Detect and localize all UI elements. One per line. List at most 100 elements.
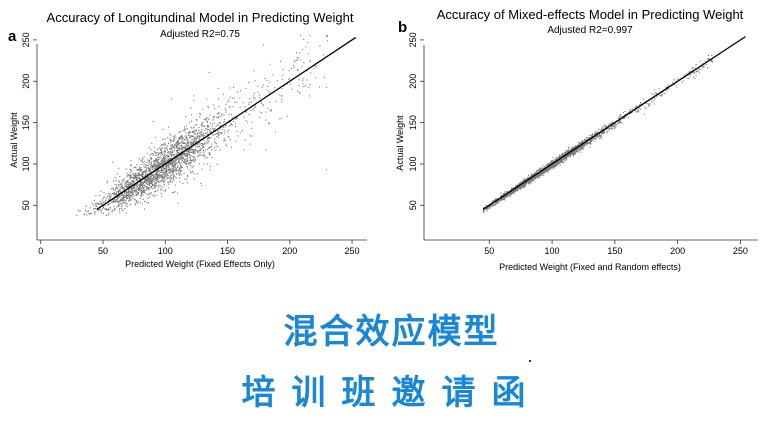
scatter-point [532, 179, 534, 181]
scatter-point [536, 176, 538, 178]
scatter-point [621, 122, 623, 124]
scatter-point [170, 162, 172, 164]
scatter-point [159, 165, 161, 167]
scatter-point [503, 193, 505, 195]
scatter-point [94, 208, 96, 210]
y-tick-label: 200 [21, 74, 31, 89]
scatter-point [116, 200, 118, 202]
scatter-point [566, 150, 568, 152]
scatter-point [188, 148, 190, 150]
scatter-point [265, 149, 267, 151]
scatter-point [138, 189, 140, 191]
scatter-point [606, 125, 608, 127]
scatter-point [172, 161, 174, 163]
scatter-point [141, 168, 143, 170]
scatter-point [110, 210, 112, 212]
scatter-point [161, 163, 163, 165]
scatter-point [130, 187, 132, 189]
scatter-point [181, 161, 183, 163]
scatter-point [204, 155, 206, 157]
scatter-point [567, 150, 569, 152]
scatter-point [233, 86, 235, 88]
scatter-point [108, 212, 110, 214]
scatter-point [560, 160, 562, 162]
scatter-point [216, 116, 218, 118]
scatter-point [135, 201, 137, 203]
scatter-point [171, 162, 173, 164]
scatter-point [113, 191, 115, 193]
scatter-point [161, 153, 163, 155]
scatter-point [184, 148, 186, 150]
scatter-point [177, 202, 179, 204]
scatter-point [174, 160, 176, 162]
scatter-point [538, 175, 540, 177]
scatter-point [581, 142, 583, 144]
scatter-point [571, 146, 573, 148]
scatter-point [155, 174, 157, 176]
scatter-point [180, 145, 182, 147]
scatter-point [577, 151, 579, 153]
scatter-point [98, 202, 100, 204]
scatter-point [693, 67, 695, 69]
scatter-point [128, 200, 130, 202]
scatter-point [558, 160, 560, 162]
scatter-point [112, 211, 114, 213]
scatter-point [105, 199, 107, 201]
scatter-point [225, 124, 227, 126]
scatter-point [114, 209, 116, 211]
scatter-point [130, 203, 132, 205]
scatter-point [186, 150, 188, 152]
scatter-point [662, 94, 664, 96]
scatter-point [173, 156, 175, 158]
scatter-point [202, 136, 204, 138]
scatter-point [491, 205, 493, 207]
scatter-point [254, 80, 256, 82]
scatter-point [203, 163, 205, 165]
scatter-point [187, 176, 189, 178]
scatter-point [175, 154, 177, 156]
scatter-point [168, 159, 170, 161]
scatter-point [622, 111, 624, 113]
scatter-point [146, 181, 148, 183]
scatter-point [181, 140, 183, 142]
scatter-point [223, 119, 225, 121]
scatter-point [199, 143, 201, 145]
scatter-point [635, 106, 637, 108]
scatter-point [230, 123, 232, 125]
scatter-point [176, 150, 178, 152]
scatter-point [559, 159, 561, 161]
scatter-point [534, 171, 536, 173]
scatter-point [213, 117, 215, 119]
scatter-point [150, 186, 152, 188]
scatter-point [483, 207, 485, 209]
scatter-point [156, 174, 158, 176]
scatter-point [619, 121, 621, 123]
scatter-point [549, 162, 551, 164]
scatter-point [612, 122, 614, 124]
scatter-point [155, 182, 157, 184]
scatter-point [150, 157, 152, 159]
scatter-point [536, 176, 538, 178]
scatter-point [170, 176, 172, 178]
scatter-point [162, 160, 164, 162]
scatter-point [144, 180, 146, 182]
scatter-point [159, 174, 161, 176]
scatter-point [171, 160, 173, 162]
scatter-point [500, 196, 502, 198]
scatter-point [584, 145, 586, 147]
scatter-point [253, 97, 255, 99]
scatter-point [574, 149, 576, 151]
scatter-point [153, 177, 155, 179]
scatter-point [158, 181, 160, 183]
scatter-point [159, 170, 161, 172]
scatter-point [165, 170, 167, 172]
scatter-point [213, 129, 215, 131]
scatter-point [145, 173, 147, 175]
scatter-point [649, 104, 651, 106]
scatter-point [517, 188, 519, 190]
scatter-point [144, 167, 146, 169]
scatter-point [136, 169, 138, 171]
scatter-point [149, 169, 151, 171]
scatter-point [211, 143, 213, 145]
scatter-point [99, 202, 101, 204]
